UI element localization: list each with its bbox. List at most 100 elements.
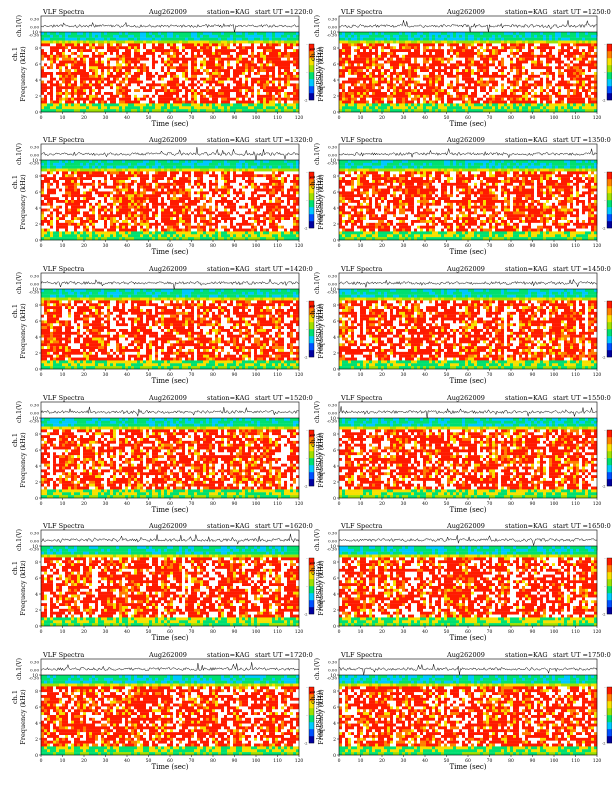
spectrogram-cell [245, 32, 248, 35]
spectrogram-cell [570, 98, 573, 101]
spectrogram-cell [272, 41, 275, 44]
spectrogram-cell [212, 49, 215, 52]
spectrogram-cell [561, 89, 564, 92]
spectrogram-cell [53, 41, 56, 44]
spectrogram-cell [537, 83, 540, 86]
spectrogram-cell [56, 55, 59, 58]
spectrogram-cell [444, 81, 447, 84]
spectrogram-cell [420, 106, 423, 109]
spectrogram-cell [465, 101, 468, 104]
spectrogram-cell [363, 52, 366, 55]
spectrogram-cell [92, 75, 95, 78]
spectrogram-cell [339, 86, 342, 89]
spectrogram-cell [146, 106, 149, 109]
spectrogram-cell [378, 81, 381, 84]
spectrogram-cell [251, 35, 254, 38]
spectrogram-cell [354, 49, 357, 52]
spectrogram-cell [113, 32, 116, 35]
spectrogram-cell [227, 95, 230, 98]
spectrogram-cell [59, 83, 62, 86]
spectrogram-cell [534, 43, 537, 46]
spectrogram-cell [552, 55, 555, 58]
spectrogram-cell [531, 49, 534, 52]
spectrogram-cell [348, 78, 351, 81]
spectrogram-cell [68, 55, 71, 58]
spectrogram-cell [173, 35, 176, 38]
spectrogram-cell [104, 35, 107, 38]
spectrogram-cell [345, 95, 348, 98]
spectrogram-cell [65, 63, 68, 66]
spectrogram-cell [552, 75, 555, 78]
spectrogram-cell [92, 52, 95, 55]
spectrogram-cell [378, 52, 381, 55]
spectrogram-cell [459, 66, 462, 69]
spectrogram-cell [426, 109, 429, 112]
spectrogram-cell [281, 61, 284, 64]
spectrogram-cell [477, 69, 480, 72]
spectrogram-cell [74, 55, 77, 58]
spectrogram-cell [492, 75, 495, 78]
spectrogram-cell [104, 103, 107, 106]
spectrogram-cell [366, 109, 369, 112]
spectrogram-cell [254, 35, 257, 38]
spectrogram-cell [239, 43, 242, 46]
spectrogram-cell [272, 52, 275, 55]
spectrogram-cell [354, 106, 357, 109]
spectrogram-cell [468, 89, 471, 92]
spectrogram-cell [233, 81, 236, 84]
spectrogram-cell [149, 101, 152, 104]
spectrogram-cell [80, 58, 83, 61]
spectrogram-cell [453, 58, 456, 61]
spectrogram-cell [176, 35, 179, 38]
spectrogram-cell [453, 72, 456, 75]
spectrogram-cell [378, 41, 381, 44]
spectrogram-cell [86, 95, 89, 98]
spectrogram-cell [185, 58, 188, 61]
spectrogram-cell [528, 75, 531, 78]
spectrogram-cell [585, 66, 588, 69]
spectrogram-cell [561, 86, 564, 89]
spectrogram-cell [432, 103, 435, 106]
spectrogram-cell [221, 92, 224, 95]
spectrogram-cell [384, 46, 387, 49]
spectrogram-cell [426, 95, 429, 98]
spectrogram-cell [561, 106, 564, 109]
spectrogram-cell [272, 83, 275, 86]
spectrogram-cell [564, 58, 567, 61]
spectrogram-cell [579, 49, 582, 52]
spectrogram-cell [363, 69, 366, 72]
spectrogram-cell [281, 98, 284, 101]
spectrogram-cell [287, 92, 290, 95]
spectrogram-cell [131, 89, 134, 92]
spectrogram-cell [140, 95, 143, 98]
spectrogram-cell [486, 32, 489, 35]
spectrogram-cell [158, 41, 161, 44]
spectrogram-cell [456, 63, 459, 66]
spectrogram-cell [366, 41, 369, 44]
colorbar-tick-label: -2 [602, 99, 605, 103]
spectrogram-cell [275, 106, 278, 109]
spectrogram-cell [378, 103, 381, 106]
spectrogram-cell [242, 78, 245, 81]
spectrogram-cell [185, 66, 188, 69]
spectrogram-cell [573, 46, 576, 49]
spectrogram-cell [408, 83, 411, 86]
spectrogram-cell [275, 109, 278, 112]
spectrogram-cell [429, 89, 432, 92]
spectrogram-cell [486, 98, 489, 101]
spectrogram-cell [546, 61, 549, 64]
spectrogram-cell [501, 63, 504, 66]
spectrogram-cell [146, 83, 149, 86]
spectrogram-cell [257, 98, 260, 101]
spectrogram-cell [369, 49, 372, 52]
spectrogram-cell [372, 109, 375, 112]
spectrogram-cell [537, 69, 540, 72]
spectrogram-cell [339, 58, 342, 61]
spectrogram-cell [95, 41, 98, 44]
spectrogram-cell [396, 101, 399, 104]
time-tick-label: 30 [103, 115, 109, 121]
spectrogram-cell [402, 81, 405, 84]
spectrogram-cell [146, 32, 149, 35]
spectrogram-cell [125, 89, 128, 92]
spectrogram-cell [414, 58, 417, 61]
